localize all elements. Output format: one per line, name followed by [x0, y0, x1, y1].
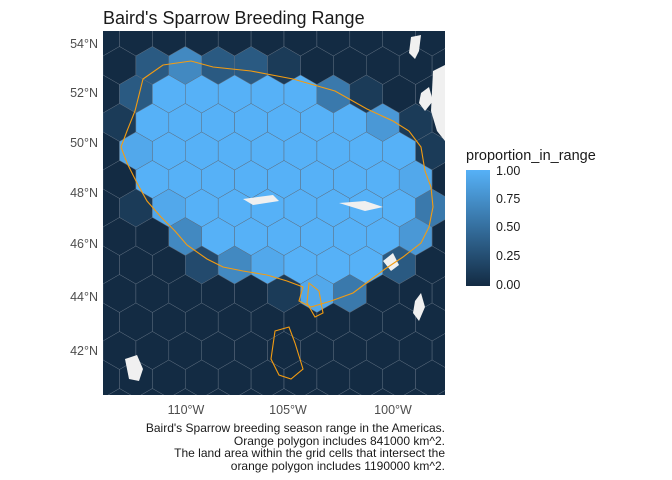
y-axis-label-46: 46°N: [70, 237, 98, 251]
legend-tick-100: 1.00: [496, 164, 521, 178]
y-axis-label-52: 52°N: [70, 86, 98, 100]
hex-cell: [272, 388, 296, 395]
caption-line-1: Baird's Sparrow breeding season range in…: [145, 421, 445, 435]
hex-cell: [305, 388, 329, 395]
x-axis-label-105w: 105°W: [269, 403, 307, 417]
legend-colorbar: [466, 170, 490, 286]
x-axis-label-100w: 100°W: [374, 403, 412, 417]
x-axis-label-110w: 110°W: [167, 403, 205, 417]
caption-line-3: The land area within the grid cells that…: [174, 446, 445, 460]
hex-cell: [370, 388, 395, 395]
hex-cell: [107, 388, 132, 395]
hex-grid-map: [103, 31, 445, 395]
outside-land: [125, 35, 445, 381]
y-axis-label-42: 42°N: [70, 344, 98, 358]
caption-line-4: orange polygon includes 1190000 km^2.: [230, 458, 445, 473]
y-axis-label-50: 50°N: [70, 136, 98, 150]
hex-cell: [239, 388, 263, 395]
y-axis-label-44: 44°N: [70, 290, 98, 304]
caption-line-2: Orange polygon includes 841000 km^2.: [233, 433, 445, 448]
hex-cell: [173, 388, 198, 395]
legend-title: proportion_in_range: [466, 148, 596, 164]
y-axis-label-48: 48°N: [70, 186, 98, 200]
hex-cell: [206, 388, 230, 395]
hex-cell: [338, 388, 362, 395]
legend-tick-050: 0.50: [496, 220, 521, 234]
legend-tick-000: 0.00: [496, 278, 521, 292]
breeding-range-outline: [120, 60, 434, 380]
y-axis-label-54: 54°N: [70, 37, 98, 51]
map-title: Baird's Sparrow Breeding Range: [103, 8, 365, 28]
legend-tick-025: 0.25: [496, 249, 521, 263]
hex-cell: [436, 390, 445, 395]
hex-cells: [103, 31, 445, 395]
hex-cell: [403, 388, 428, 395]
legend-tick-075: 0.75: [496, 192, 521, 206]
caption: Baird's Sparrow breeding season range in…: [146, 422, 445, 472]
hex-cell: [140, 388, 165, 395]
